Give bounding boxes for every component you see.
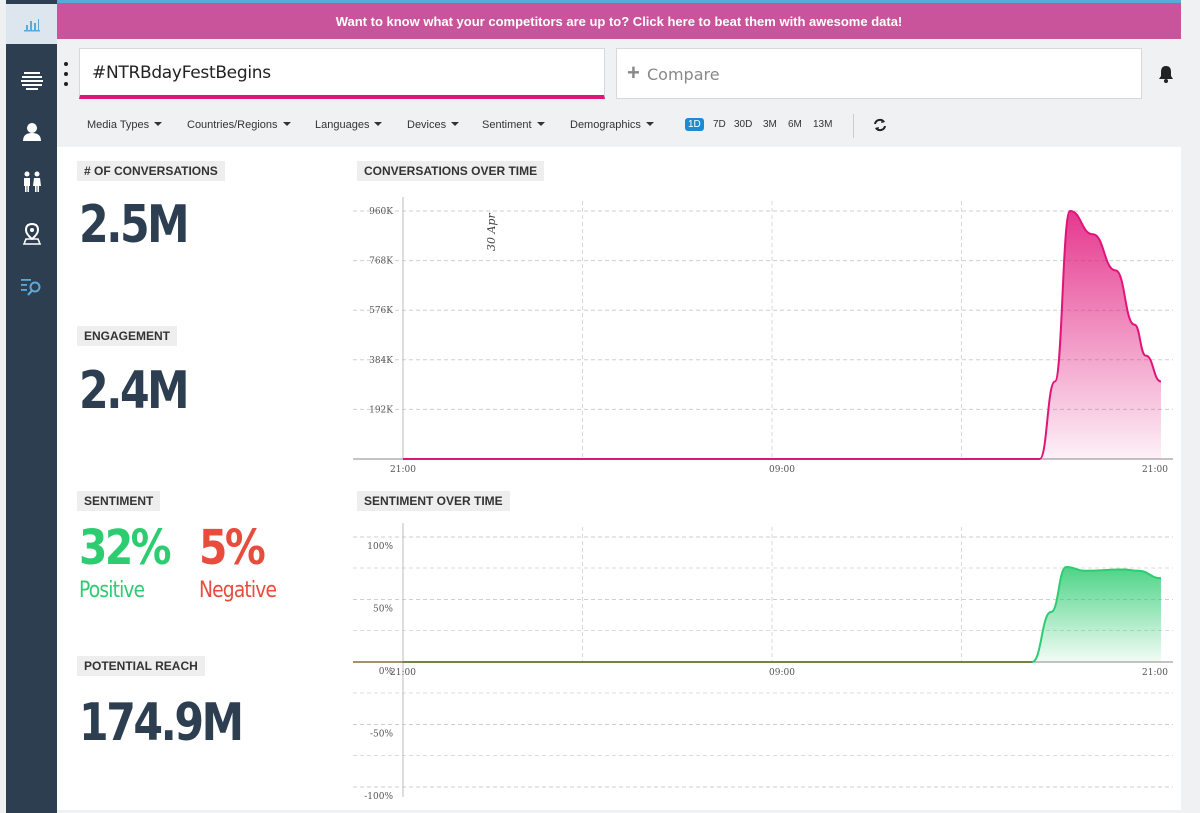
filter-label: Countries/Regions <box>187 119 278 131</box>
main-panel: # OF CONVERSATIONS 2.5M ENGAGEMENT 2.4M … <box>57 147 1181 810</box>
x-tick-label: 21:00 <box>390 668 416 678</box>
search-list-icon <box>20 276 44 296</box>
search-input[interactable]: #NTRBdayFestBegins <box>79 48 605 99</box>
kebab-menu-icon[interactable] <box>63 62 69 86</box>
negative-value: 5% <box>199 520 266 576</box>
series-area <box>403 567 1161 662</box>
conversations-chart: 960K 768K 576K 384K 192K 21:00 09:00 21:00 30 Ap… <box>353 197 1173 475</box>
conversations-label: # OF CONVERSATIONS <box>77 161 225 181</box>
y-tick-label: 576K <box>369 306 393 316</box>
compare-input[interactable]: + Compare <box>616 48 1142 99</box>
range-1d[interactable]: 1D <box>685 118 704 131</box>
caret-down-icon <box>282 122 291 126</box>
series-line <box>403 209 1162 461</box>
y-tick-label: 50% <box>373 605 393 615</box>
filter-media-types[interactable]: Media Types <box>87 119 163 131</box>
filter-label: Media Types <box>87 119 150 131</box>
filter-bar: Media Types Countries/Regions Languages … <box>57 112 1181 140</box>
x-tick-label: 09:00 <box>769 465 795 475</box>
x-tick-label: 21:00 <box>1142 465 1168 475</box>
series-area <box>403 211 1161 459</box>
y-tick-label: 0% <box>379 667 394 677</box>
date-annotation: 30 Apr <box>485 213 498 251</box>
sidebar-item-search-results[interactable] <box>6 266 57 306</box>
x-tick-label: 21:00 <box>390 465 416 475</box>
x-tick-label: 09:00 <box>769 668 795 678</box>
caret-down-icon <box>645 122 654 126</box>
filter-label: Languages <box>315 119 370 131</box>
list-icon <box>20 70 43 90</box>
plus-icon: + <box>627 60 640 85</box>
positive-value: 32% <box>79 520 172 576</box>
sidebar-item-locations[interactable] <box>6 214 57 254</box>
range-13m[interactable]: 13M <box>813 119 833 130</box>
people-icon <box>21 171 43 193</box>
filter-languages[interactable]: Languages <box>315 119 383 131</box>
engagement-value: 2.4M <box>79 361 190 421</box>
x-tick-label: 21:00 <box>1142 668 1168 678</box>
sidebar-item-demographics[interactable] <box>6 162 57 202</box>
reach-label: POTENTIAL REACH <box>77 656 205 676</box>
filter-label: Devices <box>407 119 447 131</box>
y-tick-label: 100% <box>367 542 393 552</box>
filter-devices[interactable]: Devices <box>407 119 460 131</box>
chart-title-sentiment: SENTIMENT OVER TIME <box>357 491 510 511</box>
sentiment-label: SENTIMENT <box>77 491 161 511</box>
range-3m[interactable]: 3M <box>763 119 777 130</box>
sidebar-item-analytics[interactable] <box>6 4 57 44</box>
caret-down-icon <box>154 122 163 126</box>
y-tick-label: -50% <box>370 730 393 740</box>
top-accent-line <box>57 0 1200 3</box>
y-tick-label: 768K <box>369 257 393 267</box>
chart-title-conversations: CONVERSATIONS OVER TIME <box>357 161 545 181</box>
user-icon <box>21 122 43 142</box>
y-tick-label: 960K <box>369 207 393 217</box>
bell-icon[interactable] <box>1158 65 1174 88</box>
reach-value: 174.9M <box>79 693 244 753</box>
promo-banner[interactable]: Want to know what your competitors are u… <box>57 3 1181 39</box>
compare-label: Compare <box>647 65 720 84</box>
scrollbar[interactable] <box>1181 0 1200 813</box>
location-icon <box>22 223 42 245</box>
range-30d[interactable]: 30D <box>734 119 753 130</box>
divider <box>853 114 854 138</box>
y-tick-label: -100% <box>364 792 393 802</box>
sidebar-item-streams[interactable] <box>6 60 57 100</box>
caret-down-icon <box>536 122 545 126</box>
sidebar <box>0 0 57 813</box>
negative-label: Negative <box>199 578 277 603</box>
search-value: #NTRBdayFestBegins <box>92 63 271 83</box>
sentiment-chart: 100% 50% 0% -50% -100% 21:00 09:00 21:00 <box>353 523 1173 802</box>
positive-label: Positive <box>79 578 145 603</box>
filter-sentiment[interactable]: Sentiment <box>482 119 545 131</box>
caret-down-icon <box>374 122 383 126</box>
y-tick-label: 384K <box>369 356 393 366</box>
filter-countries[interactable]: Countries/Regions <box>187 119 291 131</box>
caret-down-icon <box>451 122 460 126</box>
conversations-value: 2.5M <box>79 195 190 255</box>
filter-demographics[interactable]: Demographics <box>570 119 654 131</box>
y-tick-label: 192K <box>369 405 393 415</box>
filter-label: Demographics <box>570 119 641 131</box>
bar-chart-icon <box>23 16 41 32</box>
range-6m[interactable]: 6M <box>788 119 802 130</box>
filter-label: Sentiment <box>482 119 532 131</box>
range-7d[interactable]: 7D <box>713 119 726 130</box>
refresh-icon[interactable] <box>873 118 887 137</box>
engagement-label: ENGAGEMENT <box>77 326 178 346</box>
sidebar-item-influencers[interactable] <box>6 112 57 152</box>
